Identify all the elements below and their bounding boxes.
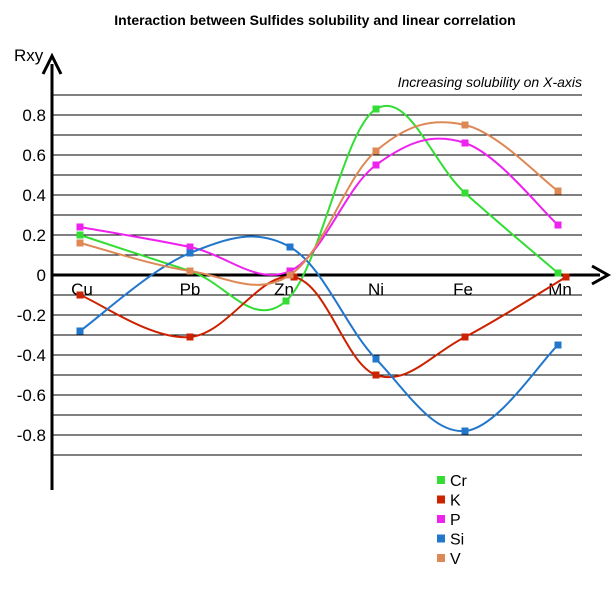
series-line-cr [79, 105, 559, 312]
data-point-v [76, 239, 84, 247]
data-point-cr [76, 231, 84, 239]
data-point-v [372, 147, 380, 155]
y-tick-label: -0.2 [17, 306, 46, 325]
series-line-si [79, 235, 559, 433]
y-tick-label: -0.6 [17, 386, 46, 405]
x-category-label: Mn [548, 280, 572, 299]
data-point-k [186, 333, 194, 341]
data-point-cr [282, 297, 290, 305]
legend-label-cr: Cr [450, 473, 468, 490]
data-point-p [286, 267, 294, 275]
y-tick-label: 0.4 [22, 186, 46, 205]
y-tick-label: 0.6 [22, 146, 46, 165]
y-axis-label: Rxy [14, 46, 44, 65]
y-tick-label: 0.2 [22, 226, 46, 245]
data-point-v [461, 121, 469, 129]
data-point-k [372, 371, 380, 379]
data-point-p [186, 243, 194, 251]
series-points [76, 105, 570, 435]
data-point-k [76, 291, 84, 299]
y-tick-label: 0.8 [22, 106, 46, 125]
data-point-si [76, 327, 84, 335]
x-category-label: Ni [368, 280, 384, 299]
legend-label-p: P [450, 512, 461, 529]
legend-swatch-cr [437, 476, 445, 484]
data-point-cr [554, 269, 562, 277]
data-point-k [461, 333, 469, 341]
data-point-v [554, 187, 562, 195]
data-point-si [286, 243, 294, 251]
x-category-labels: Cu Pb Zn Ni Fe Mn [71, 280, 572, 299]
data-point-cr [461, 189, 469, 197]
data-point-v [286, 271, 294, 279]
data-point-k [562, 273, 570, 281]
chart-title: Interaction between Sulfides solubility … [114, 12, 515, 28]
x-category-label: Fe [453, 280, 473, 299]
x-category-label: Pb [180, 280, 201, 299]
data-point-p [554, 221, 562, 229]
legend: Cr KP Si V [437, 473, 468, 568]
y-axis-arrow [41, 52, 63, 75]
legend-swatch-p [437, 515, 445, 523]
data-point-si [554, 341, 562, 349]
data-point-p [76, 223, 84, 231]
legend-label-k: K [450, 493, 461, 510]
legend-swatch-v [437, 554, 445, 562]
gridlines [52, 94, 582, 456]
legend-label-v: V [450, 551, 461, 568]
legend-label-si: Si [450, 532, 464, 549]
data-point-p [461, 139, 469, 147]
axes [41, 52, 612, 490]
data-point-p [372, 161, 380, 169]
data-point-v [186, 267, 194, 275]
y-tick-label: -0.4 [17, 346, 46, 365]
data-point-k [290, 273, 298, 281]
series-line-k [79, 275, 567, 379]
series-line-v [79, 121, 559, 286]
x-category-label: Zn [274, 280, 294, 299]
legend-swatch-k [437, 495, 445, 504]
y-tick-label: -0.8 [17, 426, 46, 445]
y-tick-label: 0 [37, 266, 46, 285]
series-line-p [79, 137, 559, 276]
data-point-si [372, 355, 380, 363]
y-tick-labels: 0.8 0.6 0.4 0.2 0 -0.2 -0.4 -0.6 -0.8 [17, 106, 46, 445]
legend-swatch-si [437, 534, 445, 543]
data-point-cr [372, 105, 380, 113]
solubility-annotation: Increasing solubility on X-axis [398, 74, 582, 90]
data-point-si [461, 427, 469, 435]
x-axis-arrow [591, 264, 612, 286]
data-point-si [186, 249, 194, 257]
